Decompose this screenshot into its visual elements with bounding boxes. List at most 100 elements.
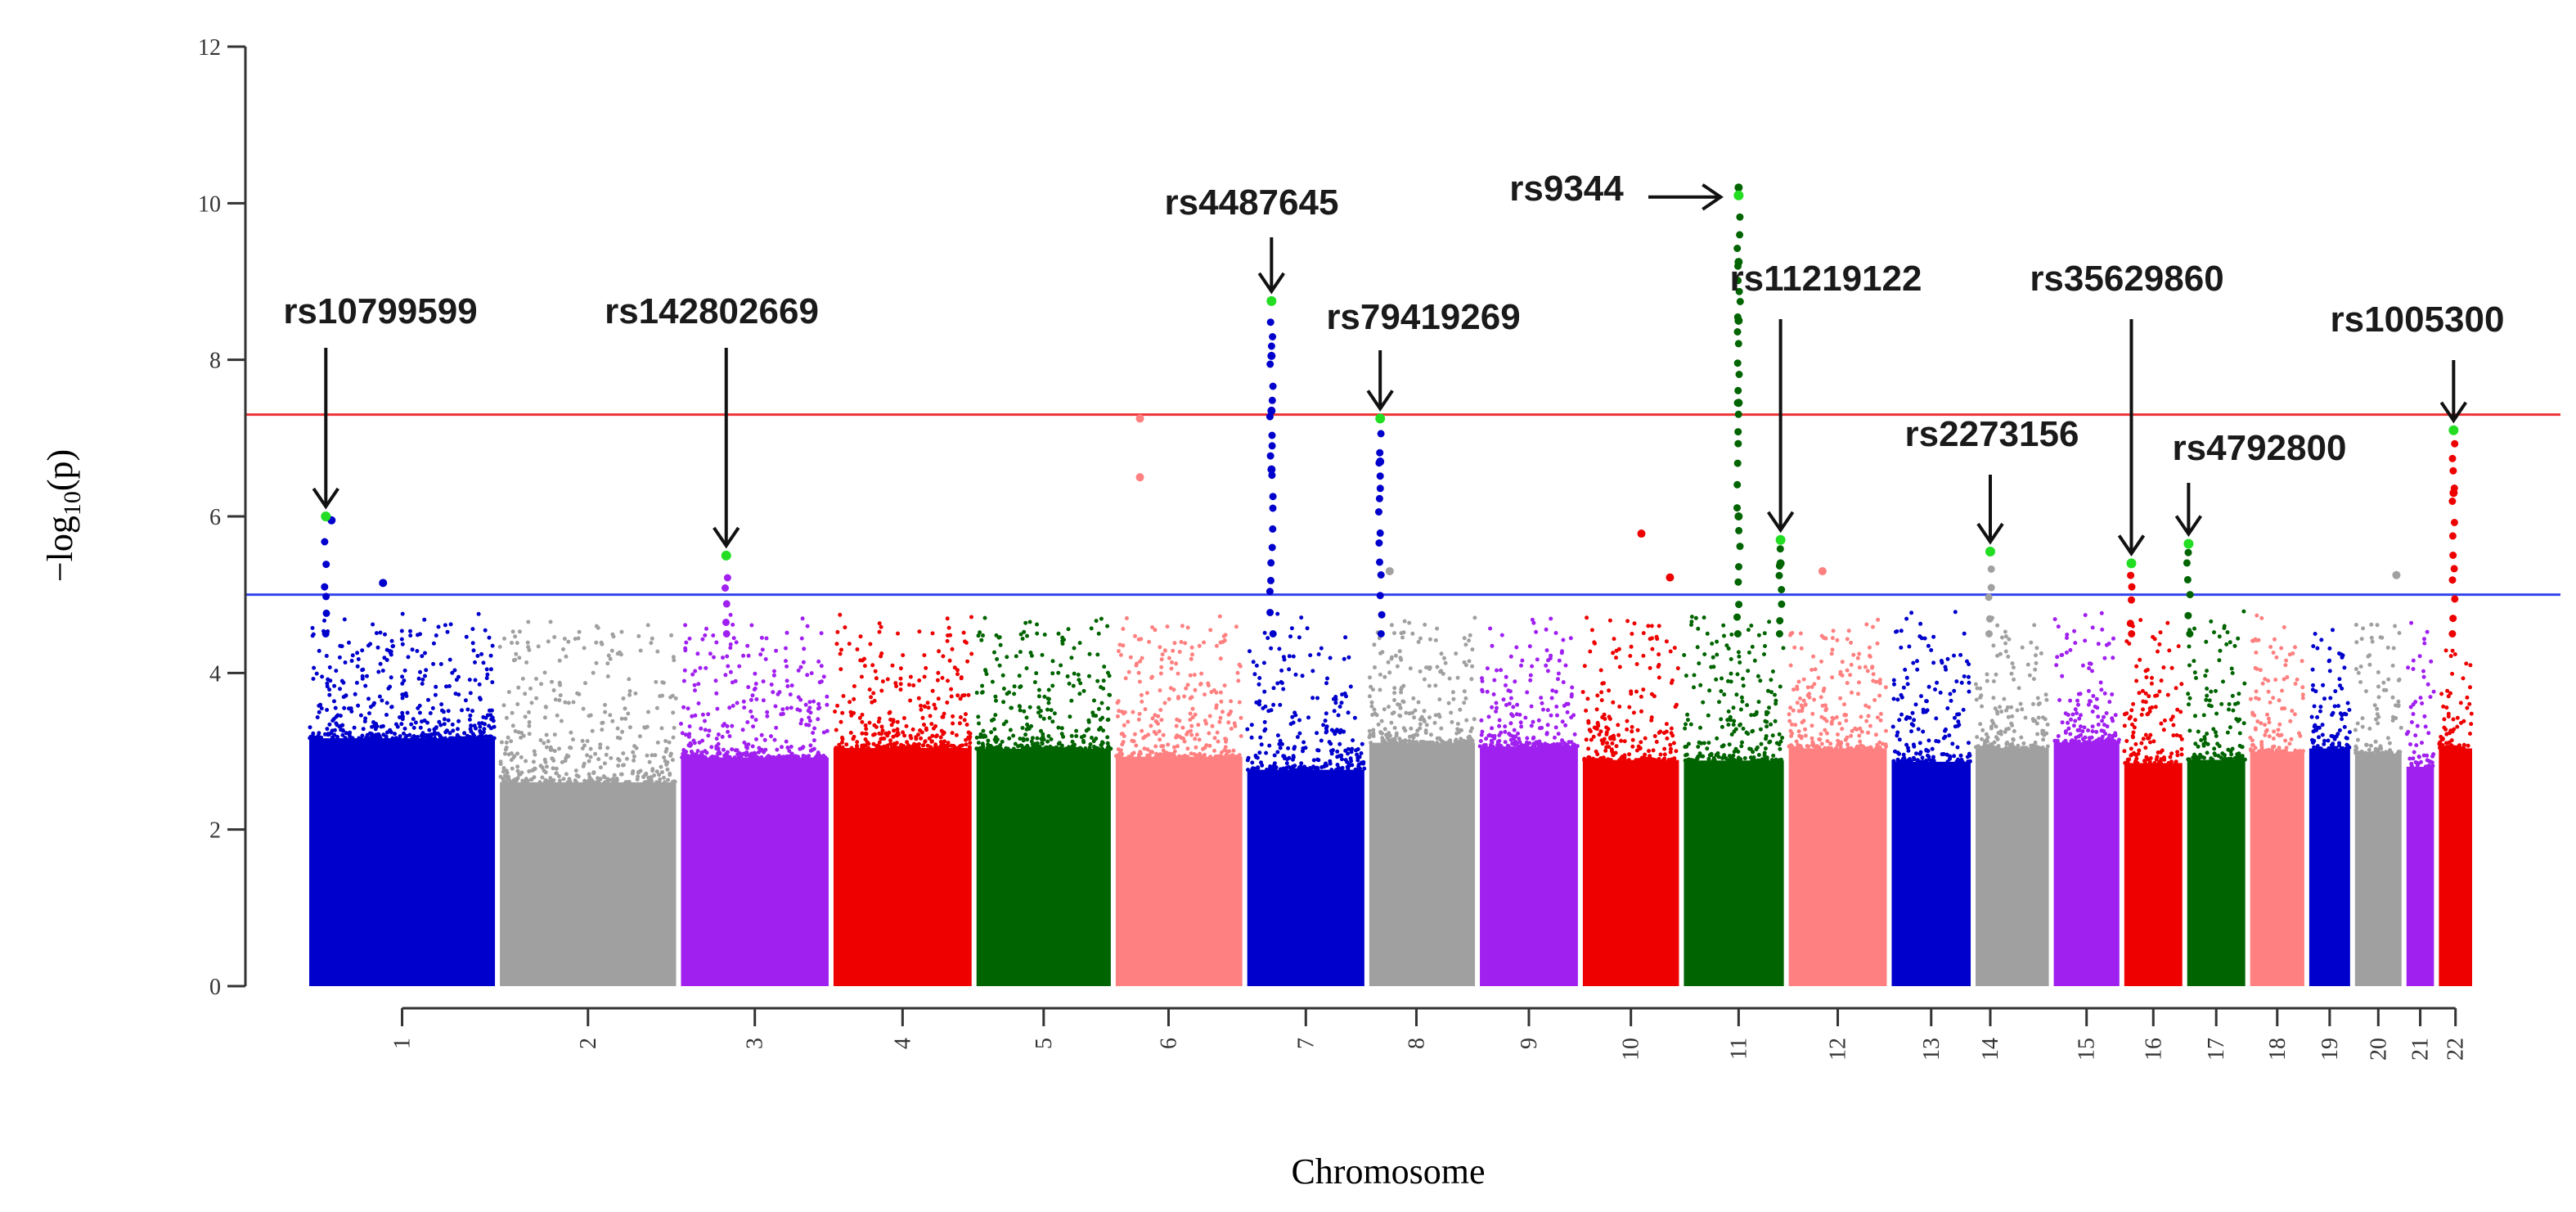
peak-points [321, 183, 2459, 638]
x-tick-label-10: 10 [1619, 1038, 1644, 1061]
peak-column-rs79419269 [1375, 430, 1386, 638]
chromosome-7-dense-body [1247, 769, 1364, 986]
annotation-rs79419269: rs79419269 [1326, 297, 1520, 337]
x-axis-title: Chromosome [1291, 1151, 1485, 1192]
chromosome-15-scatter [2052, 611, 2121, 745]
snp-label-rs4792800: rs4792800 [2173, 428, 2347, 468]
arrow-rs11219122-head [1766, 511, 1795, 534]
chromosome-5-scatter [974, 615, 1113, 751]
chromosome-2-scatter [497, 620, 678, 785]
chromosome-19-scatter [2309, 628, 2352, 751]
chromosome-19-points [2309, 628, 2352, 986]
y-tick-label-6: 6 [209, 505, 221, 530]
chromosome-16-dense-body [2124, 763, 2183, 986]
chromosome-19-dense-body [2309, 748, 2350, 986]
peak-point [1135, 414, 1144, 423]
chromosome-6-dense-body [1115, 756, 1243, 986]
chromosome-18-scatter [2248, 613, 2305, 754]
chromosome-13-points [1890, 610, 1972, 986]
y-tick-label-12: 12 [198, 35, 221, 61]
chromosome-8-scatter [1367, 615, 1477, 746]
chromosome-12-points [1787, 617, 1888, 986]
annotation-rs4792800: rs4792800 [2173, 428, 2347, 468]
x-tick-label-3: 3 [743, 1038, 768, 1049]
snp-label-rs10799599: rs10799599 [283, 291, 477, 331]
peak-point [1385, 566, 1394, 575]
chromosome-20-points [2353, 622, 2403, 986]
peak-point [2392, 570, 2401, 579]
lead-snp-point-rs9344 [1733, 190, 1744, 200]
peak-column-rs10799599 [321, 538, 330, 638]
chromosome-13-scatter [1890, 610, 1972, 764]
snp-label-rs11219122: rs11219122 [1730, 259, 1922, 299]
chromosome-2-points [497, 620, 678, 986]
chromosome-3-dense-body [681, 757, 829, 986]
lead-snp-point-rs2273156 [1985, 547, 1996, 557]
chromosome-8-dense-body [1369, 742, 1476, 986]
x-tick-label-11: 11 [1726, 1038, 1751, 1060]
chromosome-4-scatter [833, 612, 974, 750]
x-tick-label-4: 4 [890, 1038, 915, 1049]
lead-snp-point-rs11219122 [1775, 534, 1786, 545]
chromosome-7-points [1245, 611, 1367, 986]
chromosome-10-points [1580, 615, 1680, 986]
chromosome-21-points [2404, 620, 2436, 986]
chromosome-14-scatter [1973, 615, 2050, 750]
chromosome-11-points [1682, 615, 1786, 986]
chromosome-3-points [679, 612, 829, 986]
chromosome-9-dense-body [1480, 746, 1578, 986]
x-tick-label-22: 22 [2443, 1038, 2469, 1061]
x-tick-label-18: 18 [2265, 1038, 2291, 1061]
x-tick-label-21: 21 [2408, 1038, 2434, 1061]
chromosome-17-scatter [2186, 609, 2247, 762]
y-tick-label-2: 2 [209, 818, 221, 844]
x-tick-label-17: 17 [2204, 1038, 2229, 1061]
x-tick-label-5: 5 [1032, 1038, 1057, 1049]
annotation-rs11219122: rs11219122 [1730, 259, 1922, 299]
peak-point [1666, 573, 1675, 582]
lead-snp-point-rs10799599 [321, 511, 331, 521]
snp-label-rs9344: rs9344 [1509, 169, 1624, 209]
chromosome-1-points [308, 611, 497, 986]
chromosome-6-scatter [1114, 614, 1243, 759]
chromosome-13-dense-body [1891, 761, 1971, 986]
chromosome-22-points [2437, 648, 2474, 986]
chromosome-12-scatter [1787, 617, 1888, 750]
snp-label-rs2273156: rs2273156 [1905, 414, 2079, 454]
y-tick-label-4: 4 [209, 661, 221, 687]
arrow-rs4792800-head [2174, 515, 2203, 538]
arrow-rs10799599-head [312, 487, 339, 510]
peak-point [1267, 351, 1276, 360]
peak-column-rs2273156 [1985, 565, 1995, 638]
lead-snp-point-rs4487645 [1266, 295, 1277, 306]
x-tick-label-14: 14 [1978, 1038, 2003, 1061]
snp-label-rs1005300: rs1005300 [2331, 300, 2505, 340]
chromosome-1-dense-body [309, 738, 496, 986]
chromosome-point-clouds [308, 609, 2474, 986]
arrow-rs142802669-head [713, 526, 740, 549]
peak-point [1267, 465, 1276, 474]
peak-column-rs4792800 [2183, 548, 2194, 638]
chromosome-1-scatter [308, 611, 497, 741]
annotation-rs142802669: rs142802669 [605, 291, 819, 331]
chromosome-21-dense-body [2406, 766, 2434, 986]
chromosome-4-dense-body [833, 748, 972, 986]
chromosome-15-dense-body [2053, 742, 2120, 986]
chromosome-12-dense-body [1788, 748, 1887, 986]
chromosome-6-points [1114, 614, 1243, 986]
x-tick-label-8: 8 [1404, 1038, 1429, 1049]
peak-column-rs35629860 [2126, 571, 2136, 638]
x-tick-label-19: 19 [2318, 1038, 2343, 1061]
peak-column-rs1005300 [2448, 439, 2459, 638]
y-axis: 0 2 4 6 8 10 12 [198, 35, 247, 1000]
chromosome-11-scatter [1682, 615, 1786, 763]
peak-point [1135, 473, 1144, 482]
y-tick-label-0: 0 [209, 975, 221, 1000]
chromosome-10-dense-body [1582, 759, 1679, 986]
chromosome-9-scatter [1477, 616, 1580, 749]
chromosome-15-points [2052, 611, 2121, 986]
arrow-rs35629860-head [2117, 534, 2146, 556]
y-tick-label-10: 10 [198, 191, 221, 217]
chromosome-20-dense-body [2354, 753, 2402, 986]
arrow-rs79419269-head [1366, 390, 1394, 412]
